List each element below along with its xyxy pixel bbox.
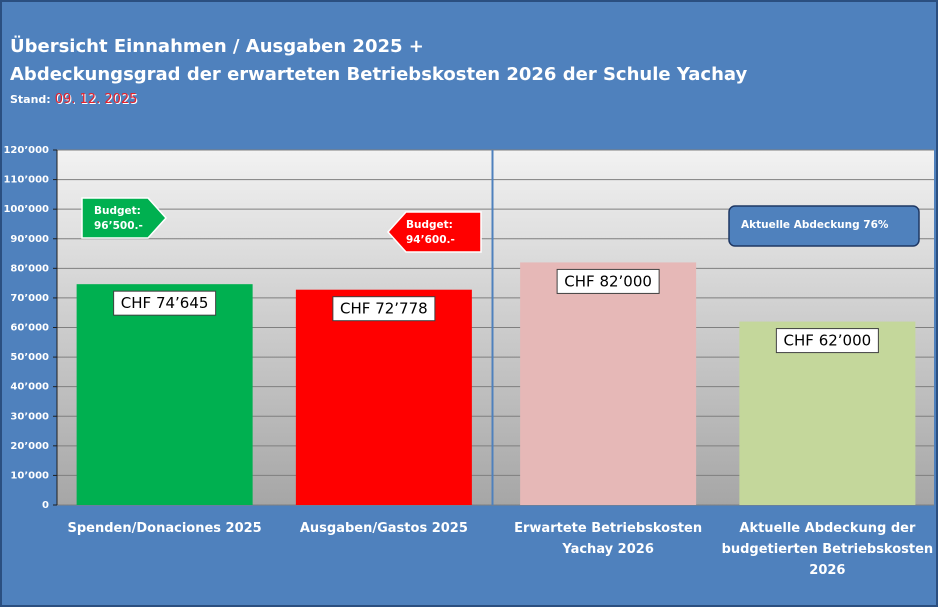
x-category-label: Spenden/Donaciones 2025: [68, 521, 262, 536]
budget-callout-text: Budget:: [406, 219, 453, 231]
x-category-label: Yachay 2026: [561, 542, 654, 557]
data-label-box: [113, 290, 217, 316]
data-label-box: [332, 296, 436, 322]
stand-line: Stand: 09. 12. 2025: [10, 92, 137, 107]
stand-date: 09. 12. 2025: [54, 92, 138, 107]
y-tick-label: 120’000: [3, 145, 49, 156]
coverage-callout-text: Aktuelle Abdeckung 76%: [741, 219, 889, 231]
x-category-label: budgetierten Betriebskosten: [722, 542, 934, 557]
budget-callout-ausgaben: [386, 211, 482, 253]
budget-callout-text: 94’600.-: [406, 234, 455, 246]
y-tick-label: 60’000: [10, 323, 49, 334]
bar: [295, 289, 472, 505]
y-tick-label: 20’000: [10, 441, 49, 452]
budget-callout-spenden: [81, 197, 168, 239]
y-tick-label: 10’000: [10, 470, 49, 481]
y-tick-label: 100’000: [3, 204, 49, 215]
y-tick-label: 70’000: [10, 293, 49, 304]
y-tick-label: 30’000: [10, 411, 49, 422]
data-label: CHF 74’645: [121, 294, 209, 312]
budget-callout-text: 96’500.-: [94, 220, 143, 232]
y-tick-label: 0: [42, 500, 49, 511]
x-category-label: 2026: [809, 563, 845, 578]
y-tick-label: 40’000: [10, 382, 49, 393]
bar: [520, 262, 697, 505]
coverage-callout: [728, 205, 920, 247]
data-label-box: [556, 268, 660, 294]
data-label: CHF 72’778: [340, 300, 428, 318]
bar: [76, 284, 253, 505]
y-tick-label: 90’000: [10, 234, 49, 245]
chart-title-line1: Übersicht Einnahmen / Ausgaben 2025 +: [10, 36, 424, 57]
stand-label: Stand:: [10, 93, 51, 106]
data-label: CHF 62’000: [784, 332, 872, 350]
y-tick-label: 110’000: [3, 175, 49, 186]
data-label: CHF 82’000: [564, 272, 652, 290]
data-label-box: [775, 328, 879, 354]
x-category-label: Aktuelle Abdeckung der: [739, 521, 916, 536]
y-tick-label: 50’000: [10, 352, 49, 363]
y-tick-label: 80’000: [10, 263, 49, 274]
budget-callout-text: Budget:: [94, 205, 141, 217]
x-category-label: Ausgaben/Gastos 2025: [300, 521, 468, 536]
x-category-label: Erwartete Betriebskosten: [514, 521, 702, 536]
chart-title-line2: Abdeckungsgrad der erwarteten Betriebsko…: [10, 64, 748, 85]
